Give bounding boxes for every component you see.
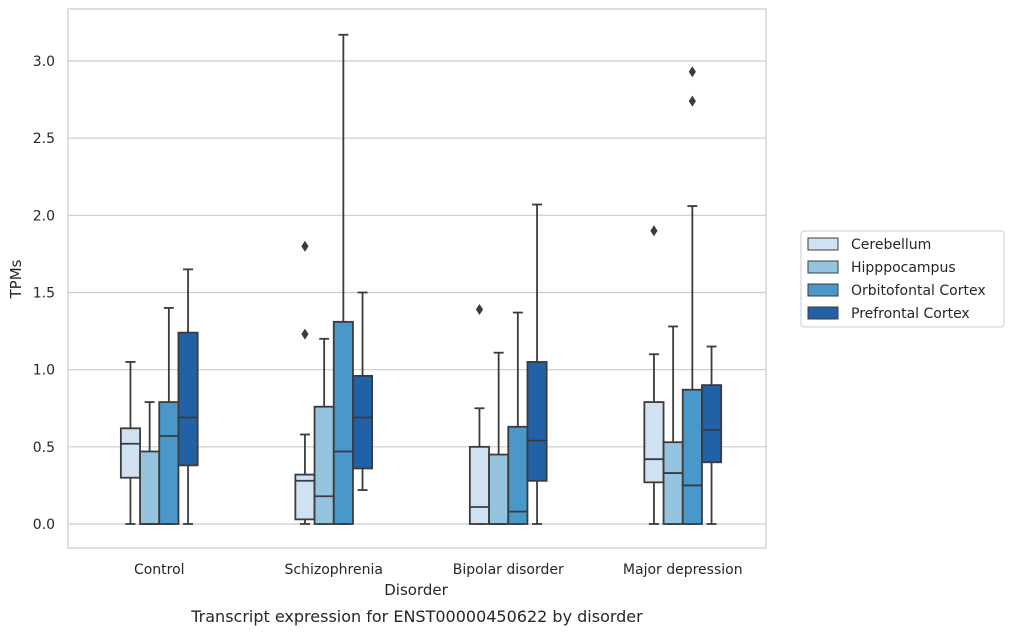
x-axis-ticks: Control Schizophrenia Bipolar disorder Majo…: [134, 562, 743, 578]
y-tick-label: 0.0: [33, 517, 55, 533]
x-tick-label: Major depression: [623, 562, 743, 578]
box: [701, 384, 723, 464]
box: [313, 405, 335, 525]
box-group: [313, 337, 335, 525]
outlier-point: [650, 225, 658, 237]
box: [526, 361, 548, 482]
legend-swatch: [807, 283, 839, 297]
box: [507, 425, 529, 525]
box-plot-series: [119, 33, 723, 525]
box: [158, 401, 180, 525]
legend-label: Prefrontal Cortex: [851, 306, 970, 322]
legend: Cerebellum Hipppocampus Orbitofontal Corte…: [800, 230, 1005, 328]
box-group: [294, 240, 316, 525]
box-group: [158, 307, 180, 525]
x-tick-label: Control: [134, 562, 185, 578]
legend-swatch: [807, 260, 839, 274]
x-tick-label: Bipolar disorder: [453, 562, 564, 578]
box-group: [643, 225, 665, 525]
y-axis-label: TPMs: [7, 259, 25, 299]
series-prefrontal-cortex: [177, 203, 723, 525]
legend-swatch: [807, 237, 839, 251]
x-tick-label: Schizophrenia: [285, 562, 383, 578]
box-group: [177, 268, 199, 525]
box-group: [139, 401, 161, 525]
legend-swatch: [807, 306, 839, 320]
box-group: [119, 361, 141, 525]
legend-label: Cerebellum: [851, 237, 931, 253]
box: [468, 445, 490, 525]
series-orbitofontal-cortex: [158, 33, 703, 525]
box-group: [662, 325, 684, 525]
box-group: [526, 203, 548, 525]
y-tick-label: 1.0: [33, 363, 55, 379]
y-tick-label: 1.5: [33, 286, 55, 302]
box: [662, 441, 684, 525]
box: [488, 453, 510, 525]
box: [352, 374, 374, 470]
box-group: [332, 33, 354, 525]
outlier-point: [301, 328, 309, 340]
box-group: [352, 291, 374, 491]
box: [681, 388, 703, 525]
outlier-point: [688, 95, 696, 107]
series-cerebellum: [119, 225, 665, 525]
box: [139, 450, 161, 525]
box-group: [507, 311, 529, 525]
box-group: [701, 345, 723, 525]
outlier-point: [301, 240, 309, 252]
legend-label: Orbitofontal Cortex: [851, 283, 986, 299]
box-group: [488, 351, 510, 525]
outlier-point: [688, 66, 696, 78]
y-tick-label: 2.5: [33, 131, 55, 147]
legend-label: Hipppocampus: [851, 260, 956, 276]
box: [643, 401, 665, 484]
box: [177, 331, 199, 467]
box-group: [468, 303, 490, 525]
y-tick-label: 2.0: [33, 208, 55, 224]
series-hipppocampus: [139, 325, 684, 525]
box: [119, 427, 141, 479]
box: [332, 320, 354, 525]
outlier-point: [475, 303, 484, 315]
legend-frame: [800, 230, 1005, 328]
plot-frame: [67, 8, 767, 549]
chart-title: Transcript expression for ENST0000045062…: [190, 607, 643, 626]
y-axis-ticks: 0.0 0.5 1.0 1.5 2.0 2.5 3.0: [33, 54, 55, 533]
y-tick-label: 0.5: [33, 440, 55, 456]
x-axis-label: Disorder: [384, 581, 448, 599]
y-tick-label: 3.0: [33, 54, 55, 70]
box-group: [681, 66, 703, 525]
